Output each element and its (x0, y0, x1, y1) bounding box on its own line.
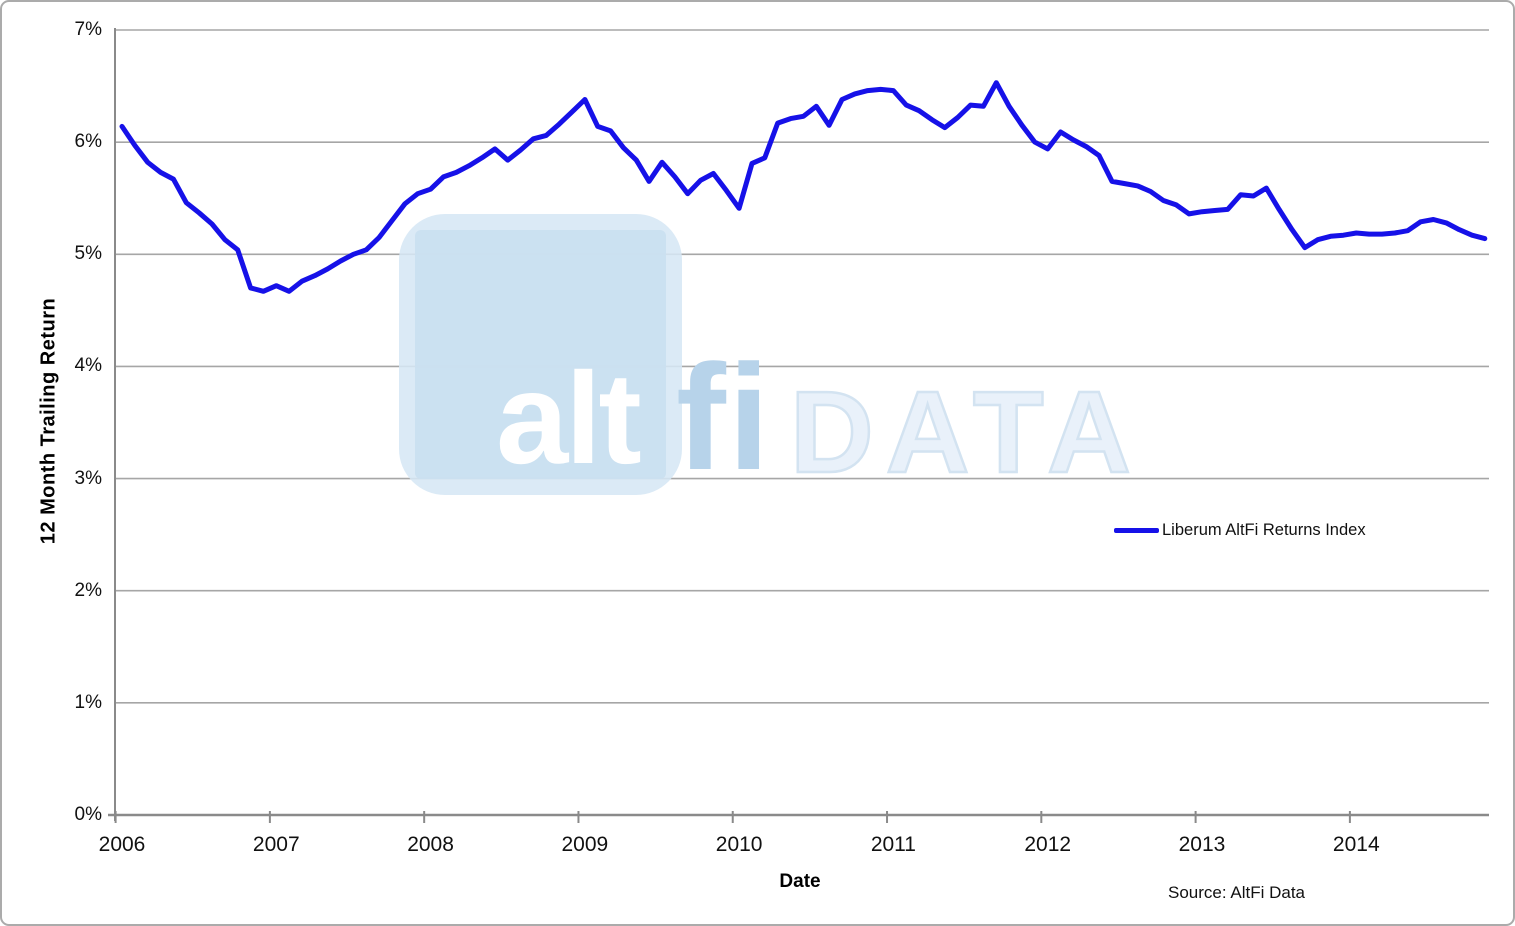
x-tick-label-2006: 2006 (98, 833, 146, 856)
series-line-liberum-altfi-returns-index (119, 80, 1488, 294)
watermark-fi-text: fi (676, 333, 772, 501)
y-tick-label-1%: 1% (74, 691, 102, 713)
y-tick-label-5%: 5% (74, 243, 102, 265)
x-axis-title: Date (779, 871, 821, 892)
x-tick-label-2013: 2013 (1178, 833, 1226, 856)
x-tick-label-2008: 2008 (407, 833, 454, 856)
watermark-data-text: DATA (789, 367, 1143, 497)
x-tick-label-2010: 2010 (715, 833, 763, 856)
x-tick-label-2011: 2011 (870, 833, 916, 856)
y-tick-label-7%: 7% (74, 18, 102, 40)
legend-line-swatch (1114, 528, 1159, 533)
watermark-alt-text: alt (496, 345, 642, 491)
y-axis-title: 12 Month Trailing Return (37, 297, 60, 545)
y-tick-label-4%: 4% (74, 355, 102, 377)
y-tick-label-0%: 0% (74, 804, 102, 825)
legend-label: Liberum AltFi Returns Index (1162, 521, 1366, 539)
x-tick-label-2009: 2009 (561, 833, 609, 856)
y-tick-label-6%: 6% (74, 131, 102, 153)
y-tick-label-3%: 3% (74, 467, 102, 489)
x-tick-label-2012: 2012 (1024, 833, 1072, 856)
x-tick-label-2014: 2014 (1332, 833, 1380, 856)
x-tick-label-2007: 2007 (252, 833, 300, 856)
legend: Liberum AltFi Returns Index (1114, 521, 1366, 540)
source-note: Source: AltFi Data (1168, 883, 1306, 902)
y-tick-label-2%: 2% (74, 579, 102, 601)
